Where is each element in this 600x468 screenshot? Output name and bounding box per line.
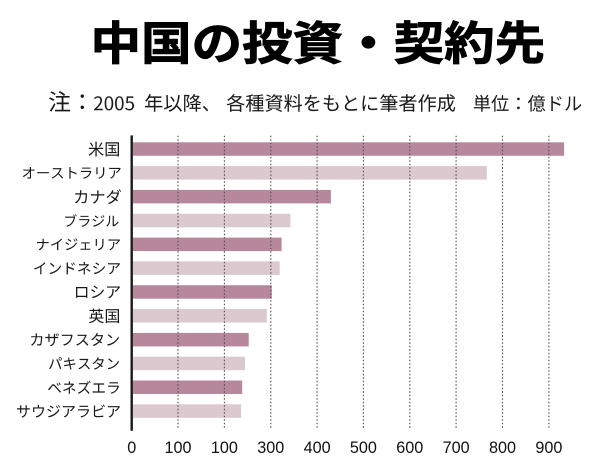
svg-text:600: 600 xyxy=(396,439,423,457)
svg-text:900: 900 xyxy=(535,439,562,457)
svg-text:100: 100 xyxy=(164,439,191,457)
svg-text:700: 700 xyxy=(443,439,470,457)
svg-text:300: 300 xyxy=(257,439,284,457)
svg-text:800: 800 xyxy=(489,439,516,457)
svg-text:400: 400 xyxy=(304,439,331,457)
svg-text:100: 100 xyxy=(211,439,238,457)
svg-text:500: 500 xyxy=(350,439,377,457)
svg-text:0: 0 xyxy=(127,439,136,457)
